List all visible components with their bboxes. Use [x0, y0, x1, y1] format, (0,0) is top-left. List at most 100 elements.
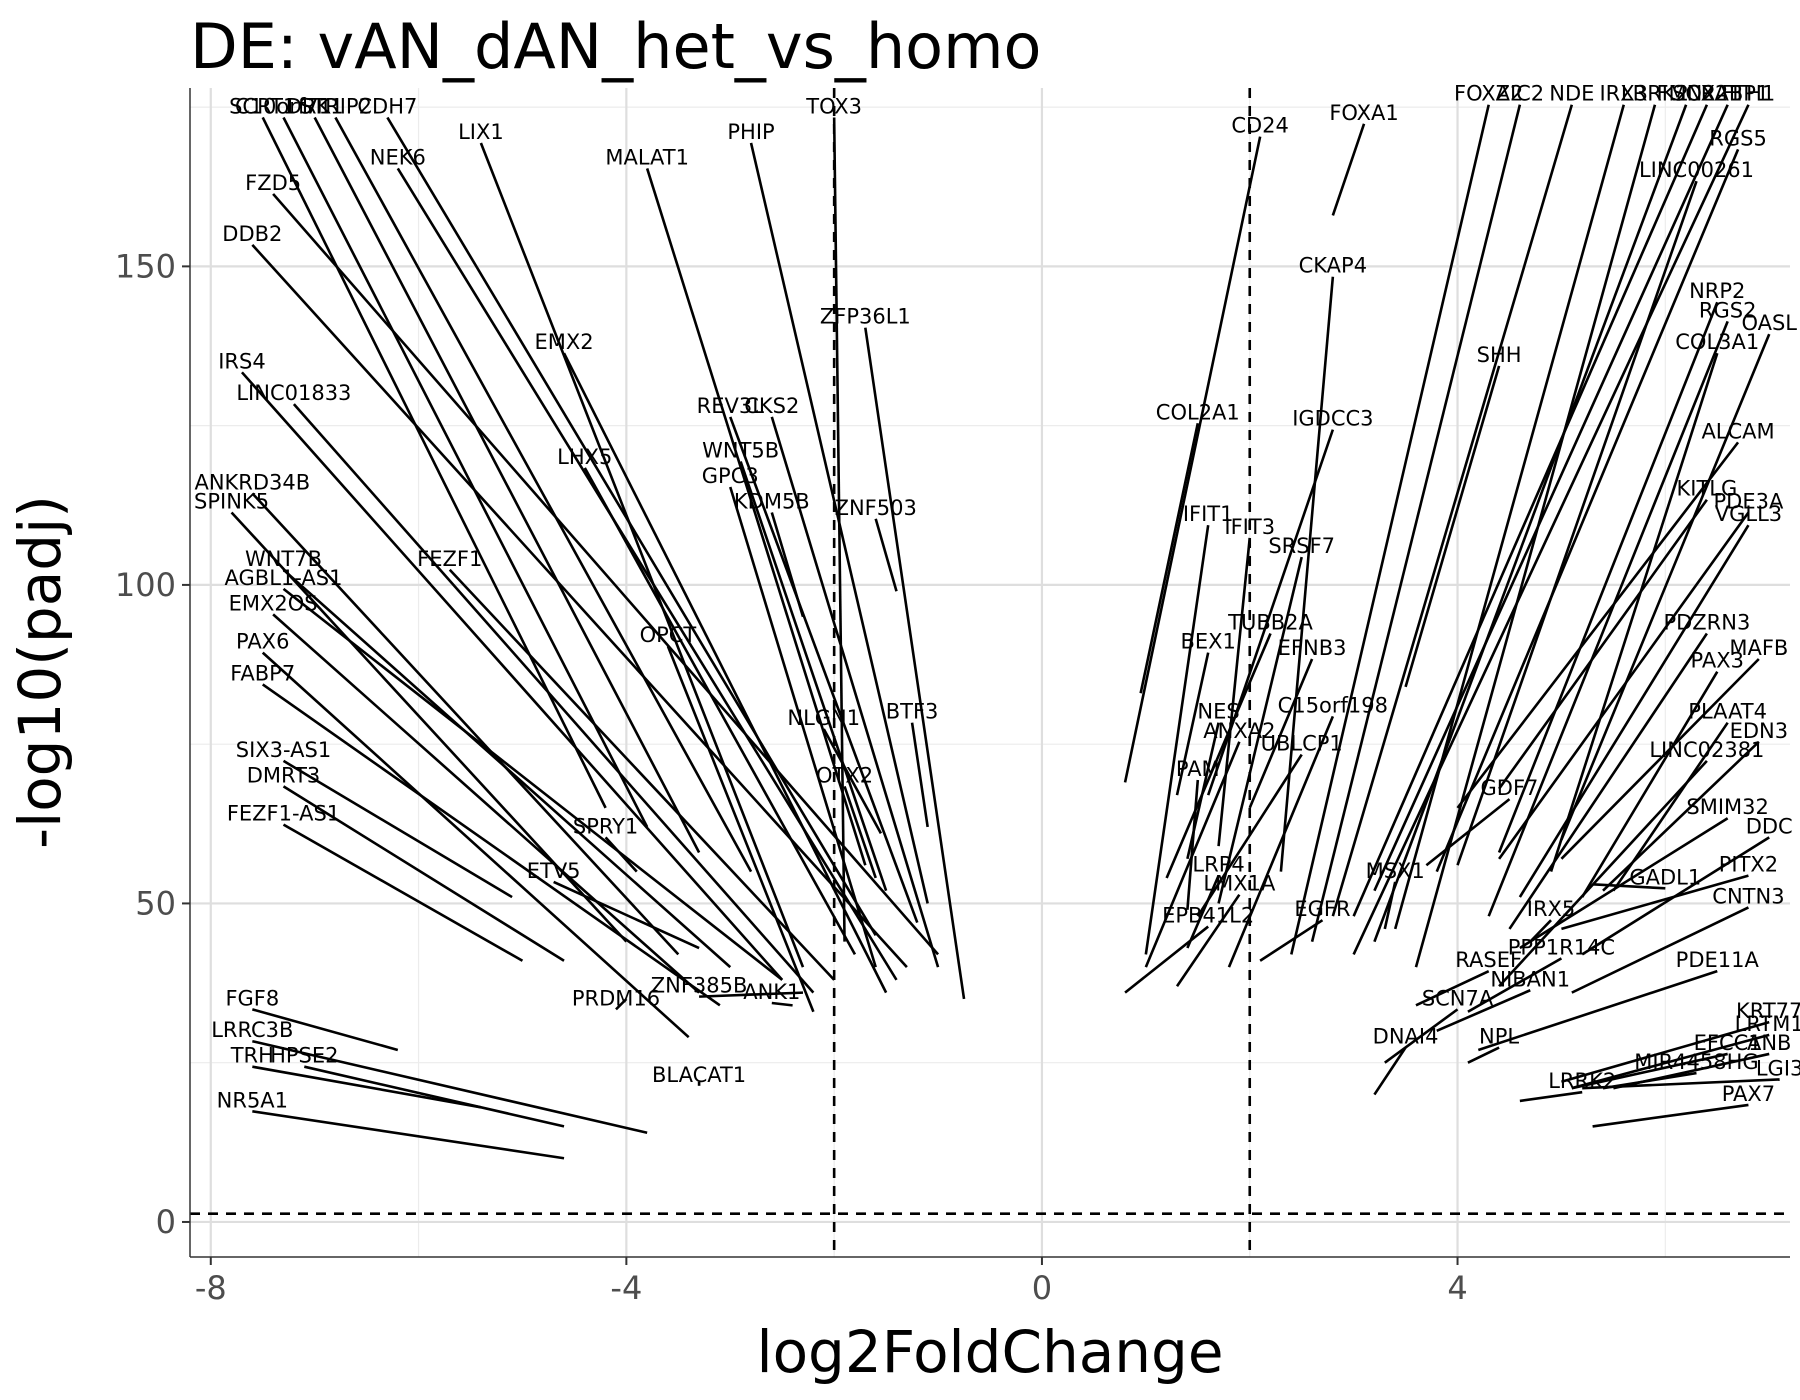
gene-label: EGFR — [1294, 897, 1350, 921]
gene-connector — [1175, 893, 1241, 987]
gene-connector — [553, 880, 700, 950]
gene-label: COL3A1 — [1675, 330, 1759, 354]
gene-connector — [1331, 104, 1574, 917]
gene-connector — [261, 651, 690, 1039]
gene-label: PITX2 — [1719, 853, 1778, 877]
gene-connector — [864, 327, 966, 1000]
gene-label: CKS2 — [744, 394, 799, 418]
gene-label: UBLCP1 — [1261, 732, 1343, 756]
gene-label: SRSF7 — [1268, 534, 1335, 558]
gene-connector — [479, 142, 805, 968]
gene-label: ANKRD34B — [194, 470, 310, 494]
gene-label: C15orf198 — [1278, 693, 1388, 717]
gene-label: PLAAT4 — [1688, 700, 1767, 724]
gene-label: MSX1 — [1366, 859, 1425, 883]
gene-label: MAFB — [1729, 636, 1788, 660]
gene-label: EFCC1 — [1694, 1031, 1762, 1055]
gene-label: IFIT1 — [1183, 502, 1234, 526]
gene-connector — [1477, 969, 1718, 1052]
gene-connector — [1571, 1033, 1770, 1090]
gene-label: MALAT1 — [605, 145, 689, 169]
gene-connector — [272, 193, 940, 956]
gene-label: IFIT3 — [1224, 515, 1275, 539]
gene-connector — [1592, 1103, 1749, 1128]
gene-label: HPSE2 — [270, 1044, 338, 1068]
gene-label: PHIP — [727, 120, 774, 144]
gene-connector — [1549, 352, 1719, 872]
gene-label: LGI3 — [1756, 1056, 1800, 1080]
gene-label: C10orf71 — [235, 94, 332, 118]
gene-label: PAX6 — [236, 630, 289, 654]
gene-label: CNTN3 — [1712, 884, 1784, 908]
gene-label: LINC02381 — [1649, 738, 1764, 762]
gene-connector — [1582, 1078, 1780, 1090]
gene-connector — [1467, 957, 1563, 1013]
gene-connector — [1529, 919, 1552, 943]
gene-connector — [1165, 632, 1272, 879]
gene-connector — [1144, 525, 1210, 955]
gene-label: RGS2 — [1699, 298, 1757, 322]
gene-label: ZFP36L1 — [820, 305, 911, 329]
gene-connector — [1124, 925, 1209, 994]
gene-label: CRABP1 — [1686, 82, 1769, 106]
gene-label: CD24 — [1231, 114, 1289, 138]
gene-label: EPB41L2 — [1162, 904, 1254, 928]
gene-connector — [1560, 333, 1771, 841]
gene-label: DMRT3 — [247, 763, 321, 787]
gene-label: ETV5 — [527, 859, 581, 883]
gene-connector — [729, 486, 877, 968]
gene-connector — [583, 467, 857, 956]
gene-label: FZD5 — [245, 171, 301, 195]
gene-connector — [822, 728, 883, 834]
x-tick-label: -4 — [610, 1269, 642, 1307]
gene-label: NLGN1 — [787, 706, 860, 730]
gene-connector — [1331, 123, 1366, 216]
gene-label: DNAI4 — [1373, 1025, 1439, 1049]
gene-label: IRX5 — [1527, 897, 1576, 921]
gene-connector — [292, 403, 815, 994]
gene-connector — [1508, 632, 1708, 930]
gene-connector — [562, 352, 888, 994]
gene-label: RASEF — [1455, 948, 1522, 972]
gene-label: SCN7A — [1422, 986, 1494, 1010]
gene-label: OASL — [1741, 311, 1797, 335]
gene-connector — [1498, 760, 1708, 988]
gene-label: RGS5 — [1709, 126, 1767, 150]
gene-label: PDE11A — [1676, 948, 1760, 972]
gene-label: ZIC2 — [1496, 82, 1545, 106]
gene-label: GPC3 — [702, 464, 759, 488]
gene-connector — [843, 785, 877, 879]
gene-connector — [1561, 1020, 1770, 1084]
gene-connector — [1310, 104, 1522, 942]
gene-connector — [1571, 1052, 1728, 1090]
y-tick-label: 150 — [115, 247, 176, 285]
gene-label: IGDCC3 — [1292, 407, 1373, 431]
gene-label: CDH7 — [357, 94, 417, 118]
gene-label: GDF7 — [1481, 776, 1539, 800]
gene-label: FOXA2 — [1454, 82, 1523, 106]
gene-connector — [1436, 989, 1531, 1033]
gene-label: PRDM16 — [572, 986, 660, 1010]
gene-label: WNT5B — [702, 438, 779, 462]
gene-label: LMX1A — [1203, 872, 1276, 896]
chart-title: DE: vAN_dAN_het_vs_homo — [190, 10, 1041, 83]
gene-connector — [910, 722, 929, 828]
gene-label: ANB — [1747, 1031, 1791, 1055]
gene-connector — [1175, 652, 1210, 796]
gene-label: AGBL1-AS1 — [225, 566, 343, 590]
gene-connector — [1456, 180, 1698, 866]
y-axis-title: -log10(padj) — [6, 495, 74, 849]
gene-label: SIX3-AS1 — [236, 738, 331, 762]
gene-connector — [666, 645, 815, 1013]
gene-connector — [1518, 524, 1750, 898]
gene-label: SPRY1 — [573, 814, 638, 838]
gene-connector — [604, 836, 638, 873]
gene-label: LRP4 — [1192, 853, 1244, 877]
gene-label: SHH — [1477, 343, 1522, 367]
gene-connector — [282, 823, 524, 962]
gene-connector — [1435, 148, 1740, 873]
x-axis-ticks: -8 -4 0 4 — [195, 1257, 1468, 1307]
gene-label: OTX2 — [816, 763, 873, 787]
gene-label: FMN2 — [1656, 82, 1715, 106]
y-tick-label: 0 — [156, 1203, 176, 1241]
